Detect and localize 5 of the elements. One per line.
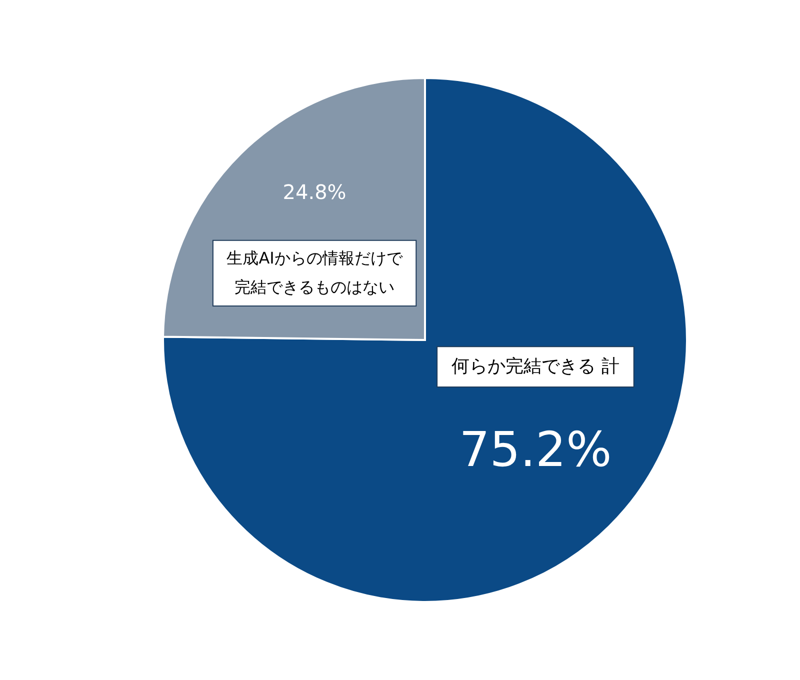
slice-label: 生成AIからの情報だけで完結できるものはない: [226, 248, 404, 297]
slice-label: 何らか完結できる 計: [452, 356, 620, 377]
pie-slice: [162, 77, 688, 603]
data-label: 24.8%: [282, 180, 346, 204]
data-label: 75.2%: [459, 422, 612, 478]
